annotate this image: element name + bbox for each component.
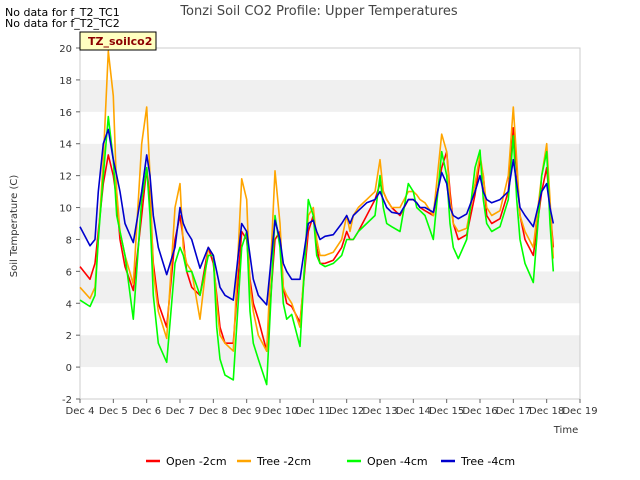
x-tick-label: Dec 8: [199, 406, 228, 417]
x-tick-label: Dec 13: [362, 406, 397, 417]
x-tick-label: Dec 7: [166, 406, 195, 417]
series-line-tree-4cm: [79, 128, 555, 306]
series-layer: [79, 50, 555, 386]
y-tick-label: 18: [59, 76, 72, 87]
plot-band: [80, 335, 580, 368]
x-tick-label: Dec 14: [396, 406, 431, 417]
legend: Open -2cm Tree -2cm Open -4cm Tree -4cm: [146, 455, 515, 468]
x-tick-label: Dec 5: [99, 406, 128, 417]
plot-band: [80, 271, 580, 304]
y-tick-label: 6: [66, 267, 72, 278]
plot-band: [80, 175, 580, 208]
x-axis-ticks: Dec 4 Dec 5 Dec 6 Dec 7 Dec 8 Dec 9 Dec 10Dec …: [66, 399, 598, 417]
x-tick-label: Dec 19: [562, 406, 597, 417]
nodata-line-2: No data for f_T2_TC2: [5, 17, 120, 30]
plot-band: [80, 48, 580, 80]
y-tick-label: 20: [59, 44, 72, 55]
legend-label-open-4cm: Open -4cm: [367, 455, 428, 468]
x-tick-label: Dec 12: [329, 406, 364, 417]
site-badge: TZ_soilco2: [79, 31, 157, 51]
plot-band: [80, 239, 580, 272]
y-tick-label: 16: [59, 108, 72, 119]
y-tick-label: 0: [66, 363, 72, 374]
legend-label-open-2cm: Open -2cm: [166, 455, 227, 468]
y-axis-label: Soil Temperature (C): [9, 175, 20, 278]
x-tick-label: Dec 9: [232, 406, 261, 417]
legend-label-tree-4cm: Tree -4cm: [460, 455, 515, 468]
y-tick-label: 12: [59, 172, 72, 183]
plot-band: [80, 111, 580, 144]
y-tick-label: 2: [66, 331, 72, 342]
x-tick-label: Dec 10: [262, 406, 297, 417]
legend-label-tree-2cm: Tree -2cm: [256, 455, 311, 468]
plot-area: [79, 47, 581, 400]
x-tick-label: Dec 15: [429, 406, 464, 417]
x-tick-label: Dec 17: [496, 406, 531, 417]
x-tick-label: Dec 18: [529, 406, 564, 417]
y-tick-label: 8: [66, 235, 72, 246]
x-axis-label: Time: [553, 425, 578, 436]
plot-band: [80, 143, 580, 176]
plot-bands: [80, 48, 580, 399]
y-tick-label: 14: [59, 140, 72, 151]
y-tick-label: 4: [66, 299, 72, 310]
series-line-tree-2cm: [79, 50, 555, 352]
series-line-open-4cm: [79, 115, 555, 386]
y-axis-ticks: -2 0 2 4 6 8 10 12 14 16 18 20: [59, 44, 80, 406]
y-tick-label: 10: [59, 204, 72, 215]
y-tick-label: -2: [62, 395, 72, 406]
x-tick-label: Dec 4: [66, 406, 95, 417]
plot-band: [80, 367, 580, 399]
site-badge-label: TZ_soilco2: [88, 35, 152, 48]
x-tick-label: Dec 6: [132, 406, 161, 417]
plot-band: [80, 79, 580, 112]
x-tick-label: Dec 16: [462, 406, 497, 417]
nodata-line-1: No data for f_T2_TC1: [5, 6, 120, 19]
x-tick-label: Dec 11: [296, 406, 331, 417]
chart-title: Tonzi Soil CO2 Profile: Upper Temperatur…: [179, 4, 458, 19]
